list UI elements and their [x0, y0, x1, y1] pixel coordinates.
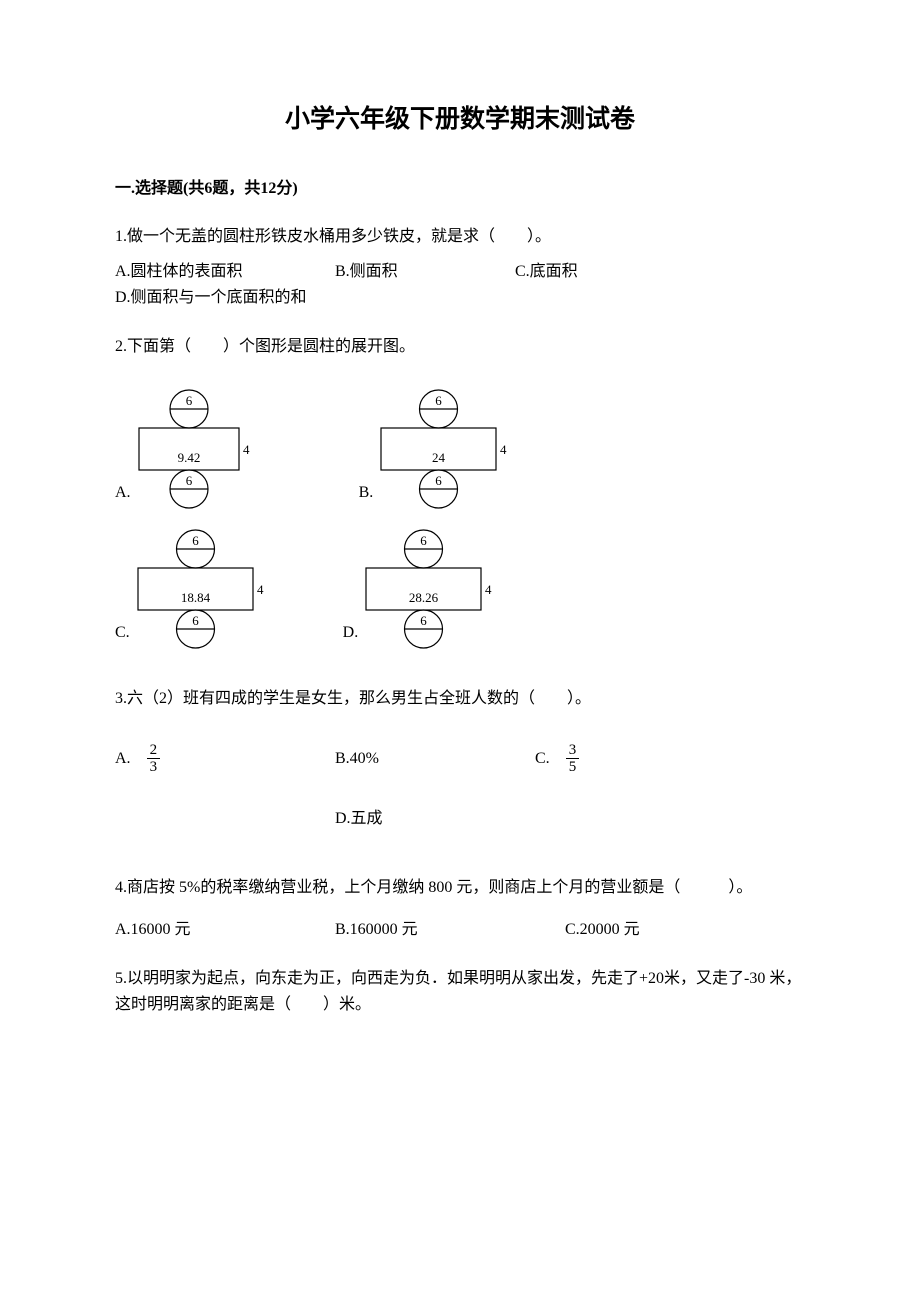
svg-text:9.42: 9.42	[177, 450, 200, 465]
question-4: 4.商店按 5%的税率缴纳营业税，上个月缴纳 800 元，则商店上个月的营业额是…	[115, 875, 805, 942]
q1-option-c: C.底面积	[515, 259, 685, 285]
q1-options: A.圆柱体的表面积 B.侧面积 C.底面积 D.侧面积与一个底面积的和	[115, 259, 805, 310]
svg-text:6: 6	[420, 613, 427, 628]
q4-options: A.16000 元 B.160000 元 C.20000 元	[115, 917, 805, 943]
q2-diagram-c: C. 6 18.84 4 6	[115, 528, 273, 650]
q4-text: 4.商店按 5%的税率缴纳营业税，上个月缴纳 800 元，则商店上个月的营业额是…	[115, 875, 805, 901]
cylinder-diagram-d: 6 28.26 4 6	[364, 528, 501, 650]
q2-text: 2.下面第（ ）个图形是圆柱的展开图。	[115, 334, 805, 360]
svg-text:6: 6	[192, 613, 199, 628]
q3-a-numerator: 2	[147, 742, 161, 760]
question-2: 2.下面第（ ）个图形是圆柱的展开图。 A. 69.4246 B. 62446 …	[115, 334, 805, 650]
q2-diagram-a: A. 6 9.42 4 6	[115, 388, 259, 510]
page-title: 小学六年级下册数学期末测试卷	[115, 100, 805, 140]
svg-text:6: 6	[435, 393, 442, 408]
section-header: 一.选择题(共6题，共12分)	[115, 176, 805, 202]
q3-option-b: B.40%	[335, 742, 535, 776]
q1-option-a: A.圆柱体的表面积	[115, 259, 335, 285]
svg-text:28.26: 28.26	[409, 590, 439, 605]
svg-text:6: 6	[185, 393, 192, 408]
q2-diagram-row-2: C. 6 18.84 4 6 D. 6 28.26 4 6	[115, 528, 805, 650]
svg-text:18.84: 18.84	[181, 590, 211, 605]
q2-label-b: B.	[359, 480, 374, 506]
q4-option-c: C.20000 元	[565, 917, 640, 943]
q4-option-a: A.16000 元	[115, 917, 335, 943]
q3-text: 3.六（2）班有四成的学生是女生，那么男生占全班人数的（ ）。	[115, 686, 805, 712]
q3-option-c: C. 3 5	[535, 742, 705, 776]
q3-a-fraction: 2 3	[147, 742, 161, 776]
q3-option-a: A. 2 3	[115, 742, 335, 776]
svg-text:4: 4	[500, 442, 507, 457]
question-1: 1.做一个无盖的圆柱形铁皮水桶用多少铁皮，就是求（ ）。 A.圆柱体的表面积 B…	[115, 224, 805, 311]
q2-diagram-row-1: A. 6 9.42 4 6 B. 6 24 4 6	[115, 388, 805, 510]
q3-c-denominator: 5	[566, 759, 580, 776]
q3-options: A. 2 3 B.40% C. 3 5	[115, 742, 805, 776]
q2-label-d: D.	[343, 620, 359, 646]
q2-diagram-b: B. 6 24 4 6	[359, 388, 517, 510]
q2-label-a: A.	[115, 480, 131, 506]
svg-text:6: 6	[192, 533, 199, 548]
svg-text:24: 24	[432, 450, 446, 465]
svg-text:4: 4	[243, 442, 250, 457]
q3-a-prefix: A.	[115, 746, 147, 772]
q3-option-d: D.五成	[335, 806, 805, 832]
q2-diagram-d: D. 6 28.26 4 6	[343, 528, 502, 650]
svg-text:4: 4	[257, 582, 264, 597]
cylinder-diagram-b: 6 24 4 6	[379, 388, 516, 510]
cylinder-diagram-a: 6 9.42 4 6	[137, 388, 259, 510]
q1-option-b: B.侧面积	[335, 259, 515, 285]
q5-text: 5.以明明家为起点，向东走为正，向西走为负．如果明明从家出发，先走了+20米，又…	[115, 966, 805, 1017]
q3-c-fraction: 3 5	[566, 742, 580, 776]
svg-text:6: 6	[435, 473, 442, 488]
q3-a-denominator: 3	[147, 759, 161, 776]
q1-option-d: D.侧面积与一个底面积的和	[115, 285, 307, 311]
q1-text: 1.做一个无盖的圆柱形铁皮水桶用多少铁皮，就是求（ ）。	[115, 224, 805, 250]
q3-c-prefix: C.	[535, 746, 566, 772]
q3-c-numerator: 3	[566, 742, 580, 760]
q4-option-b: B.160000 元	[335, 917, 565, 943]
cylinder-diagram-c: 6 18.84 4 6	[136, 528, 273, 650]
question-5: 5.以明明家为起点，向东走为正，向西走为负．如果明明从家出发，先走了+20米，又…	[115, 966, 805, 1017]
svg-text:6: 6	[185, 473, 192, 488]
q2-label-c: C.	[115, 620, 130, 646]
svg-text:6: 6	[420, 533, 427, 548]
svg-text:4: 4	[485, 582, 492, 597]
question-3: 3.六（2）班有四成的学生是女生，那么男生占全班人数的（ ）。 A. 2 3 B…	[115, 686, 805, 831]
